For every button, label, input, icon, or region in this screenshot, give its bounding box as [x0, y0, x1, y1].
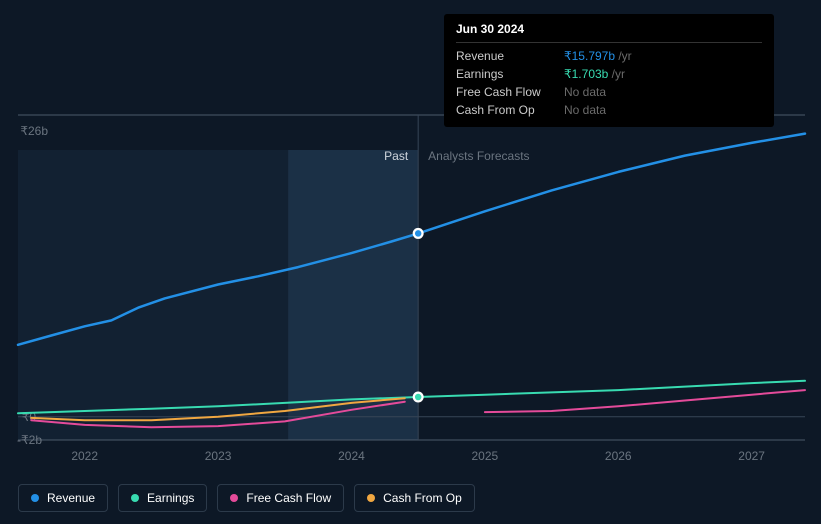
tooltip-label: Revenue	[456, 49, 556, 63]
tooltip-label: Cash From Op	[456, 103, 556, 117]
tooltip-row: Free Cash Flow No data	[456, 83, 762, 101]
tooltip-value: No data	[564, 103, 606, 117]
legend-item-cfo[interactable]: Cash From Op	[354, 484, 475, 512]
x-axis-label: 2025	[472, 449, 499, 463]
tooltip-value: No data	[564, 85, 606, 99]
legend-label: Cash From Op	[383, 491, 462, 505]
forecast-label: Analysts Forecasts	[428, 149, 529, 163]
tooltip-value: ₹1.703b	[564, 67, 608, 81]
tooltip-title: Jun 30 2024	[456, 22, 762, 43]
legend-item-earnings[interactable]: Earnings	[118, 484, 207, 512]
x-axis-label: 2024	[338, 449, 365, 463]
tooltip-value: ₹15.797b	[564, 49, 615, 63]
legend-swatch	[131, 494, 139, 502]
x-axis-label: 2026	[605, 449, 632, 463]
tooltip-label: Earnings	[456, 67, 556, 81]
legend-label: Free Cash Flow	[246, 491, 331, 505]
legend-item-fcf[interactable]: Free Cash Flow	[217, 484, 344, 512]
forecast-chart: -₹2b₹0₹26bPastAnalysts Forecasts20222023…	[0, 0, 821, 524]
legend-item-revenue[interactable]: Revenue	[18, 484, 108, 512]
legend-label: Revenue	[47, 491, 95, 505]
legend-swatch	[230, 494, 238, 502]
tooltip-suffix: /yr	[615, 49, 632, 63]
legend-label: Earnings	[147, 491, 194, 505]
legend-swatch	[367, 494, 375, 502]
tooltip-row: Revenue ₹15.797b /yr	[456, 47, 762, 65]
y-axis-label: ₹26b	[20, 124, 48, 138]
legend-swatch	[31, 494, 39, 502]
y-axis-label: -₹2b	[17, 433, 42, 447]
x-axis-label: 2022	[71, 449, 98, 463]
tooltip-row: Earnings ₹1.703b /yr	[456, 65, 762, 83]
x-axis-label: 2027	[738, 449, 765, 463]
legend: Revenue Earnings Free Cash Flow Cash From O…	[18, 484, 475, 512]
past-label: Past	[384, 149, 409, 163]
x-axis-label: 2023	[205, 449, 232, 463]
hover-tooltip: Jun 30 2024 Revenue ₹15.797b /yr Earnings ₹…	[444, 14, 774, 127]
tooltip-suffix: /yr	[608, 67, 625, 81]
tooltip-label: Free Cash Flow	[456, 85, 556, 99]
tooltip-row: Cash From Op No data	[456, 101, 762, 119]
